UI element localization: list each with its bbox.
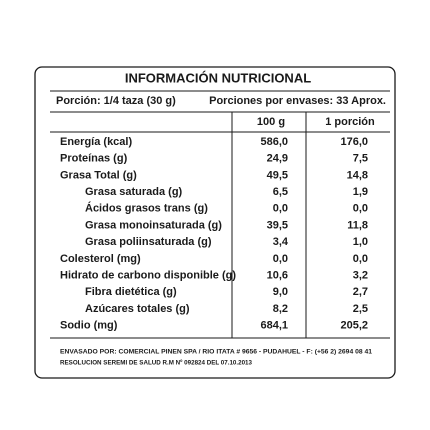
value-100g: 24,9: [267, 153, 288, 165]
label-border: [34, 66, 396, 379]
value-portion: 0,0: [353, 203, 368, 215]
nutrient-name: Fibra dietética (g): [85, 286, 177, 298]
portion: Porción: 1/4 taza (30 g): [56, 95, 176, 107]
value-portion: 1,0: [353, 236, 368, 248]
value-100g: 586,0: [260, 136, 288, 148]
value-portion: 14,8: [347, 169, 368, 181]
value-100g: 39,5: [267, 219, 288, 231]
value-100g: 0,0: [273, 203, 288, 215]
nutrient-name: Energía (kcal): [60, 136, 132, 148]
nutrient-name: Azúcares totales (g): [85, 303, 190, 315]
nutrient-name: Hidrato de carbono disponible (g): [60, 270, 236, 282]
title: INFORMACIÓN NUTRICIONAL: [125, 70, 311, 85]
value-portion: 7,5: [353, 153, 368, 165]
column-header: 100 g: [257, 116, 285, 128]
value-portion: 2,5: [353, 303, 368, 315]
value-100g: 6,5: [273, 186, 288, 198]
nutrient-name: Grasa poliinsaturada (g): [85, 236, 212, 248]
value-100g: 49,5: [267, 169, 288, 181]
nutrient-name: Sodio (mg): [60, 320, 118, 332]
value-portion: 11,8: [347, 219, 368, 231]
value-portion: 2,7: [353, 286, 368, 298]
value-100g: 684,1: [260, 320, 288, 332]
nutrient-name: Grasa Total (g): [60, 169, 137, 181]
value-100g: 10,6: [267, 270, 288, 282]
column-header: 1 porción: [325, 116, 375, 128]
value-portion: 205,2: [340, 320, 368, 332]
value-100g: 8,2: [273, 303, 288, 315]
footer-line: ENVASADO POR: COMERCIAL PINEN SPA / RIO …: [60, 350, 373, 356]
portions-per-container: Porciones por envases: 33 Aprox.: [209, 95, 386, 107]
nutrient-name: Grasa saturada (g): [85, 186, 183, 198]
footer-line: RESOLUCION SEREMI DE SALUD R.M Nº 092824…: [60, 361, 253, 367]
value-portion: 0,0: [353, 253, 368, 265]
value-100g: 9,0: [273, 286, 288, 298]
value-100g: 3,4: [273, 236, 289, 248]
nutrient-name: Proteínas (g): [60, 153, 128, 165]
nutrient-name: Colesterol (mg): [60, 253, 141, 265]
value-100g: 0,0: [273, 253, 288, 265]
value-portion: 176,0: [340, 136, 368, 148]
nutrient-name: Ácidos grasos trans (g): [85, 202, 208, 215]
nutrient-name: Grasa monoinsaturada (g): [85, 219, 222, 231]
value-portion: 1,9: [353, 186, 368, 198]
value-portion: 3,2: [353, 270, 368, 282]
